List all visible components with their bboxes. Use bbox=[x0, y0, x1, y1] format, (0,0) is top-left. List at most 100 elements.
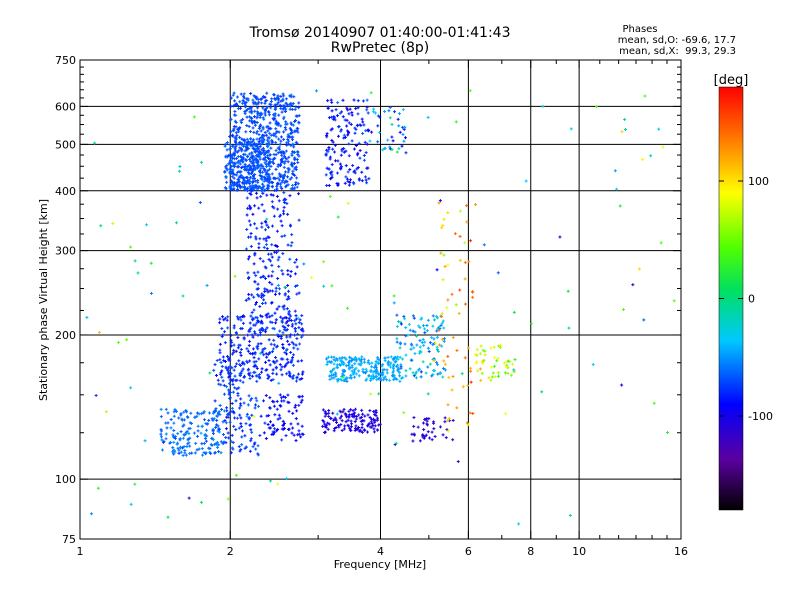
data-point bbox=[343, 412, 347, 416]
data-point bbox=[357, 374, 361, 378]
data-point bbox=[353, 356, 357, 360]
data-point bbox=[297, 218, 301, 222]
data-point bbox=[279, 157, 283, 161]
data-point bbox=[228, 135, 232, 139]
data-point bbox=[246, 333, 250, 337]
data-point bbox=[228, 118, 232, 122]
data-point bbox=[286, 283, 290, 287]
data-point bbox=[230, 366, 234, 370]
data-point bbox=[469, 239, 473, 243]
data-point bbox=[256, 282, 260, 286]
data-point bbox=[368, 139, 372, 143]
data-point bbox=[227, 436, 231, 440]
data-point bbox=[358, 156, 362, 160]
data-point bbox=[207, 418, 211, 422]
data-point bbox=[475, 348, 479, 352]
data-point bbox=[371, 377, 375, 381]
data-point bbox=[261, 157, 265, 161]
data-point bbox=[412, 416, 416, 420]
data-point bbox=[423, 331, 427, 335]
data-point bbox=[364, 175, 368, 179]
data-point bbox=[443, 420, 447, 424]
data-point bbox=[284, 321, 288, 325]
data-point bbox=[297, 432, 301, 436]
data-point bbox=[247, 178, 251, 182]
data-point bbox=[391, 371, 395, 375]
data-point bbox=[213, 451, 217, 455]
data-point bbox=[287, 316, 291, 320]
data-point bbox=[285, 352, 289, 356]
data-point bbox=[250, 397, 254, 401]
data-point bbox=[223, 316, 227, 320]
data-point bbox=[287, 167, 291, 171]
data-point bbox=[218, 321, 222, 325]
data-point bbox=[360, 179, 364, 183]
data-point bbox=[258, 123, 262, 127]
data-point bbox=[338, 111, 342, 115]
data-point bbox=[440, 337, 444, 341]
data-point bbox=[254, 364, 258, 368]
data-point bbox=[382, 368, 386, 372]
data-point bbox=[339, 153, 343, 157]
data-point bbox=[250, 293, 254, 297]
data-point bbox=[377, 392, 381, 396]
data-point bbox=[282, 130, 286, 134]
data-point bbox=[264, 239, 268, 243]
data-point bbox=[293, 120, 297, 124]
data-point bbox=[235, 387, 239, 391]
data-point bbox=[382, 378, 386, 382]
data-point bbox=[272, 404, 276, 408]
data-point bbox=[285, 362, 289, 366]
data-point bbox=[287, 401, 291, 405]
data-point bbox=[327, 422, 331, 426]
data-point bbox=[398, 374, 402, 378]
data-point bbox=[343, 424, 347, 428]
data-point bbox=[230, 406, 234, 410]
data-point bbox=[666, 431, 670, 435]
data-point bbox=[283, 285, 287, 289]
data-point bbox=[435, 335, 439, 339]
data-point bbox=[230, 352, 234, 356]
data-point bbox=[270, 200, 274, 204]
data-point bbox=[388, 378, 392, 382]
data-point bbox=[275, 359, 279, 363]
data-point bbox=[268, 177, 272, 181]
data-point bbox=[293, 130, 297, 134]
data-point bbox=[219, 383, 223, 387]
data-point bbox=[289, 122, 293, 126]
data-point bbox=[358, 428, 362, 432]
data-point bbox=[368, 425, 372, 429]
data-point bbox=[443, 416, 447, 420]
data-point bbox=[281, 272, 285, 276]
data-point bbox=[245, 196, 249, 200]
data-point bbox=[249, 189, 253, 193]
data-point bbox=[373, 413, 377, 417]
data-point bbox=[362, 123, 366, 127]
data-point bbox=[242, 337, 246, 341]
data-point bbox=[289, 274, 293, 278]
data-point bbox=[330, 138, 334, 142]
data-point bbox=[296, 161, 300, 165]
colorbar-label: [deg] bbox=[714, 73, 749, 88]
data-point bbox=[297, 120, 301, 124]
data-point bbox=[347, 142, 351, 146]
data-point bbox=[353, 131, 357, 135]
data-point bbox=[129, 502, 133, 506]
data-point bbox=[271, 140, 275, 144]
data-point bbox=[325, 134, 329, 138]
data-point bbox=[274, 321, 278, 325]
data-point bbox=[268, 289, 272, 293]
data-point bbox=[463, 277, 467, 281]
data-point bbox=[246, 368, 250, 372]
data-point bbox=[260, 101, 264, 105]
data-point bbox=[389, 361, 393, 365]
data-point bbox=[467, 260, 471, 264]
data-point bbox=[266, 129, 270, 133]
data-point bbox=[252, 147, 256, 151]
data-point bbox=[335, 378, 339, 382]
data-point bbox=[291, 426, 295, 430]
data-point bbox=[339, 128, 343, 132]
data-point bbox=[231, 144, 235, 148]
data-point bbox=[431, 314, 435, 318]
data-point bbox=[225, 168, 229, 172]
